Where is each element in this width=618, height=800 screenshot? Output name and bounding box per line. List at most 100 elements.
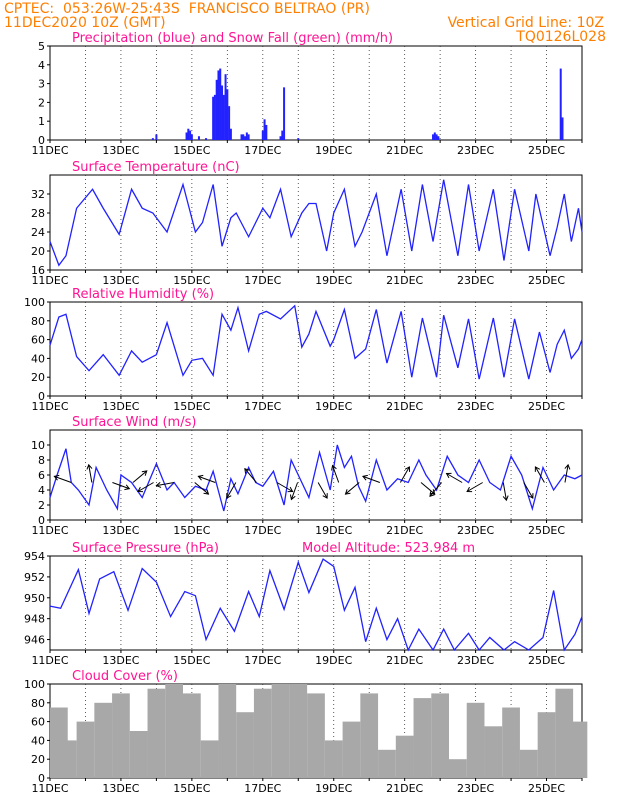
cloud-bar [253,688,272,778]
wind-arrow [362,475,381,483]
precip-bar [244,136,247,140]
precip-bar [197,136,200,140]
panel-title: Surface Temperature (nC) [72,160,240,175]
x-tick-label: 19DEC [315,782,352,795]
x-tick-label: 23DEC [457,144,494,157]
precip-bar [189,130,192,140]
y-tick-label: 2 [38,96,45,109]
cloud-bar [360,693,379,778]
y-tick-label: 4 [38,484,45,497]
panel-title: Relative Humidity (%) [72,287,214,302]
x-tick-label: 21DEC [386,524,423,537]
wind-arrow [276,482,293,492]
x-tick-label: 13DEC [102,782,139,795]
cloud-bar [271,684,290,778]
panel-frame [49,555,583,651]
y-tick-label: 4 [38,59,45,72]
x-tick-label: 21DEC [386,654,423,667]
wind-arrow [244,468,257,483]
series-line [49,179,583,267]
y-tick-label: 60 [31,334,45,347]
y-tick-label: 80 [31,315,45,328]
x-tick-label: 23DEC [457,782,494,795]
cloud-bar [502,707,520,778]
cloud-bar [289,684,308,778]
cloud-bar [466,702,485,778]
panel-title: Precipitation (blue) and Snow Fall (gree… [72,31,393,46]
x-tick-label: 15DEC [173,782,210,795]
series-line [49,558,583,652]
panel-frame [49,301,583,397]
cloud-bar [324,740,343,778]
precip-bar [215,79,218,140]
y-tick-label: 5 [38,40,45,53]
wind-arrow [420,482,436,495]
cloud-bar [378,749,396,778]
panel-title: Surface Wind (m/s) [72,415,196,430]
x-tick-label: 19DEC [315,524,352,537]
cloud-bar [200,740,219,778]
cloud-bar [94,702,113,778]
precip-bar [561,117,564,140]
cloud-bar [342,721,361,778]
x-tick-label: 17DEC [244,400,281,413]
wind-arrow [534,466,545,483]
y-tick-label: 8 [38,454,45,467]
precip-bar [245,132,248,140]
precip-bar [240,134,243,140]
x-tick-label: 13DEC [102,274,139,287]
precip-bar [212,96,215,140]
x-tick-label: 23DEC [457,400,494,413]
x-tick-label: 13DEC [102,524,139,537]
y-tick-label: 16 [31,264,45,277]
wind-arrow-head [534,466,541,472]
precip-bar [190,134,193,140]
y-tick-label: 80 [31,697,45,710]
y-tick-label: 100 [24,296,45,309]
x-tick-label: 19DEC [315,654,352,667]
cloud-bar [165,684,183,778]
x-tick-label: 25DEC [528,400,565,413]
header-datetime: 11DEC2020 10Z (GMT) [4,15,166,31]
wind-arrow-head [344,489,351,495]
x-tick-label: 23DEC [457,654,494,667]
cloud-bar [129,731,148,778]
wind-arrow-head [226,493,232,499]
wind-arrow [345,482,360,495]
x-tick-label: 25DEC [528,654,565,667]
panel-frame [49,429,583,521]
x-tick-label: 21DEC [386,400,423,413]
wind-arrow-head [564,463,571,470]
y-tick-label: 0 [38,772,45,785]
x-tick-label: 15DEC [173,144,210,157]
wind-arrow-head [528,493,534,499]
wind-arrow [502,482,507,501]
precip-bar [219,68,222,140]
cloud-bar [112,693,130,778]
header-gridline-note: Vertical Grid Line: 10Z [447,15,604,31]
x-tick-label: 23DEC [457,274,494,287]
y-tick-label: 946 [24,634,45,647]
precip-bar [433,132,436,140]
x-tick-label: 17DEC [244,144,281,157]
cloud-bar [431,693,449,778]
x-tick-label: 11DEC [31,400,68,413]
precip-bar [432,134,435,140]
wind-arrow-head [124,484,131,491]
x-tick-label: 13DEC [102,654,139,667]
wind-arrow-head [203,489,210,495]
x-tick-label: 19DEC [315,400,352,413]
wind-arrow [198,475,216,483]
cloud-bar [537,712,556,778]
y-tick-label: 0 [38,390,45,403]
x-tick-label: 17DEC [244,782,281,795]
precip-bar [217,70,220,140]
cloud-bar [484,726,503,778]
precip-bar [247,134,250,140]
cloud-bar [76,721,95,778]
precip-bar [228,106,231,140]
panel-frame [49,45,583,141]
wind-arrow [317,482,328,499]
x-tick-label: 25DEC [528,274,565,287]
x-tick-label: 11DEC [31,524,68,537]
